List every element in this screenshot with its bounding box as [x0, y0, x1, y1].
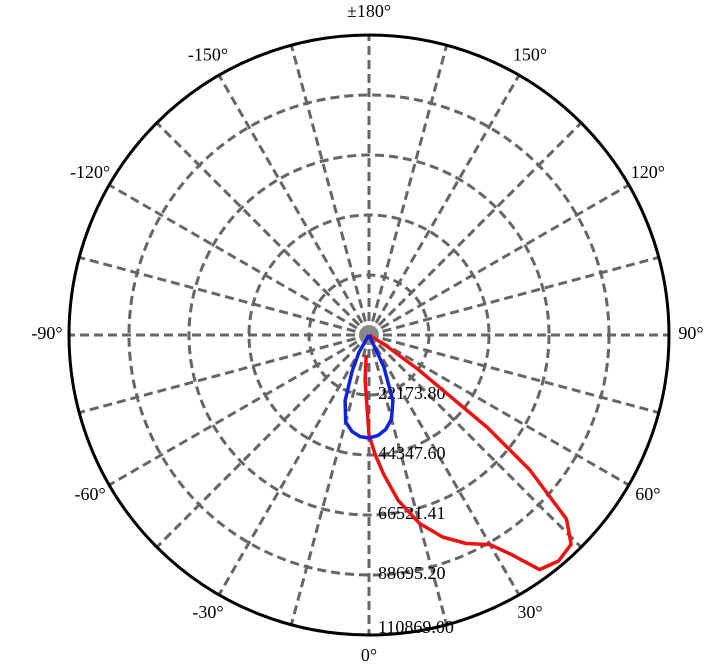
grid-circle	[187, 153, 551, 517]
angle-label: 60°	[635, 484, 660, 504]
spoke	[289, 334, 371, 626]
grid-circle	[307, 273, 431, 397]
angle-label: 90°	[678, 323, 703, 343]
angle-label: 0°	[361, 645, 377, 665]
radial-label: 88695.20	[378, 563, 446, 583]
angle-label: 150°	[513, 44, 547, 64]
spoke	[367, 333, 583, 549]
spoke	[108, 183, 370, 337]
spoke	[78, 255, 370, 337]
spoke	[367, 44, 449, 336]
angle-label: -150°	[188, 44, 228, 64]
angle-label: 120°	[631, 162, 665, 182]
grid-circle	[127, 93, 611, 577]
spoke	[367, 334, 449, 626]
spoke	[368, 333, 660, 415]
spoke	[368, 183, 630, 337]
spoke	[155, 333, 371, 549]
angle-label: -60°	[75, 484, 106, 504]
radial-label: 110869.00	[378, 617, 454, 637]
spoke	[367, 121, 583, 337]
spoke	[368, 255, 660, 337]
angle-label: 30°	[517, 602, 542, 622]
spoke	[289, 44, 371, 336]
spoke	[108, 333, 370, 487]
spoke	[78, 333, 370, 415]
angle-label: -90°	[31, 323, 62, 343]
spoke	[217, 334, 371, 596]
radial-label: 44347.60	[378, 443, 446, 463]
series-line	[343, 334, 395, 440]
angle-label: -120°	[70, 162, 110, 182]
angle-label: ±180°	[347, 1, 391, 21]
outer-circle	[67, 33, 671, 637]
spoke	[367, 334, 521, 596]
spoke	[155, 121, 371, 337]
spoke	[367, 74, 521, 336]
spoke	[368, 333, 630, 487]
grid-circle	[247, 213, 491, 457]
angle-label: -30°	[192, 602, 223, 622]
radial-label: 22173.80	[378, 383, 446, 403]
spoke	[217, 74, 371, 336]
series-line	[363, 333, 573, 572]
